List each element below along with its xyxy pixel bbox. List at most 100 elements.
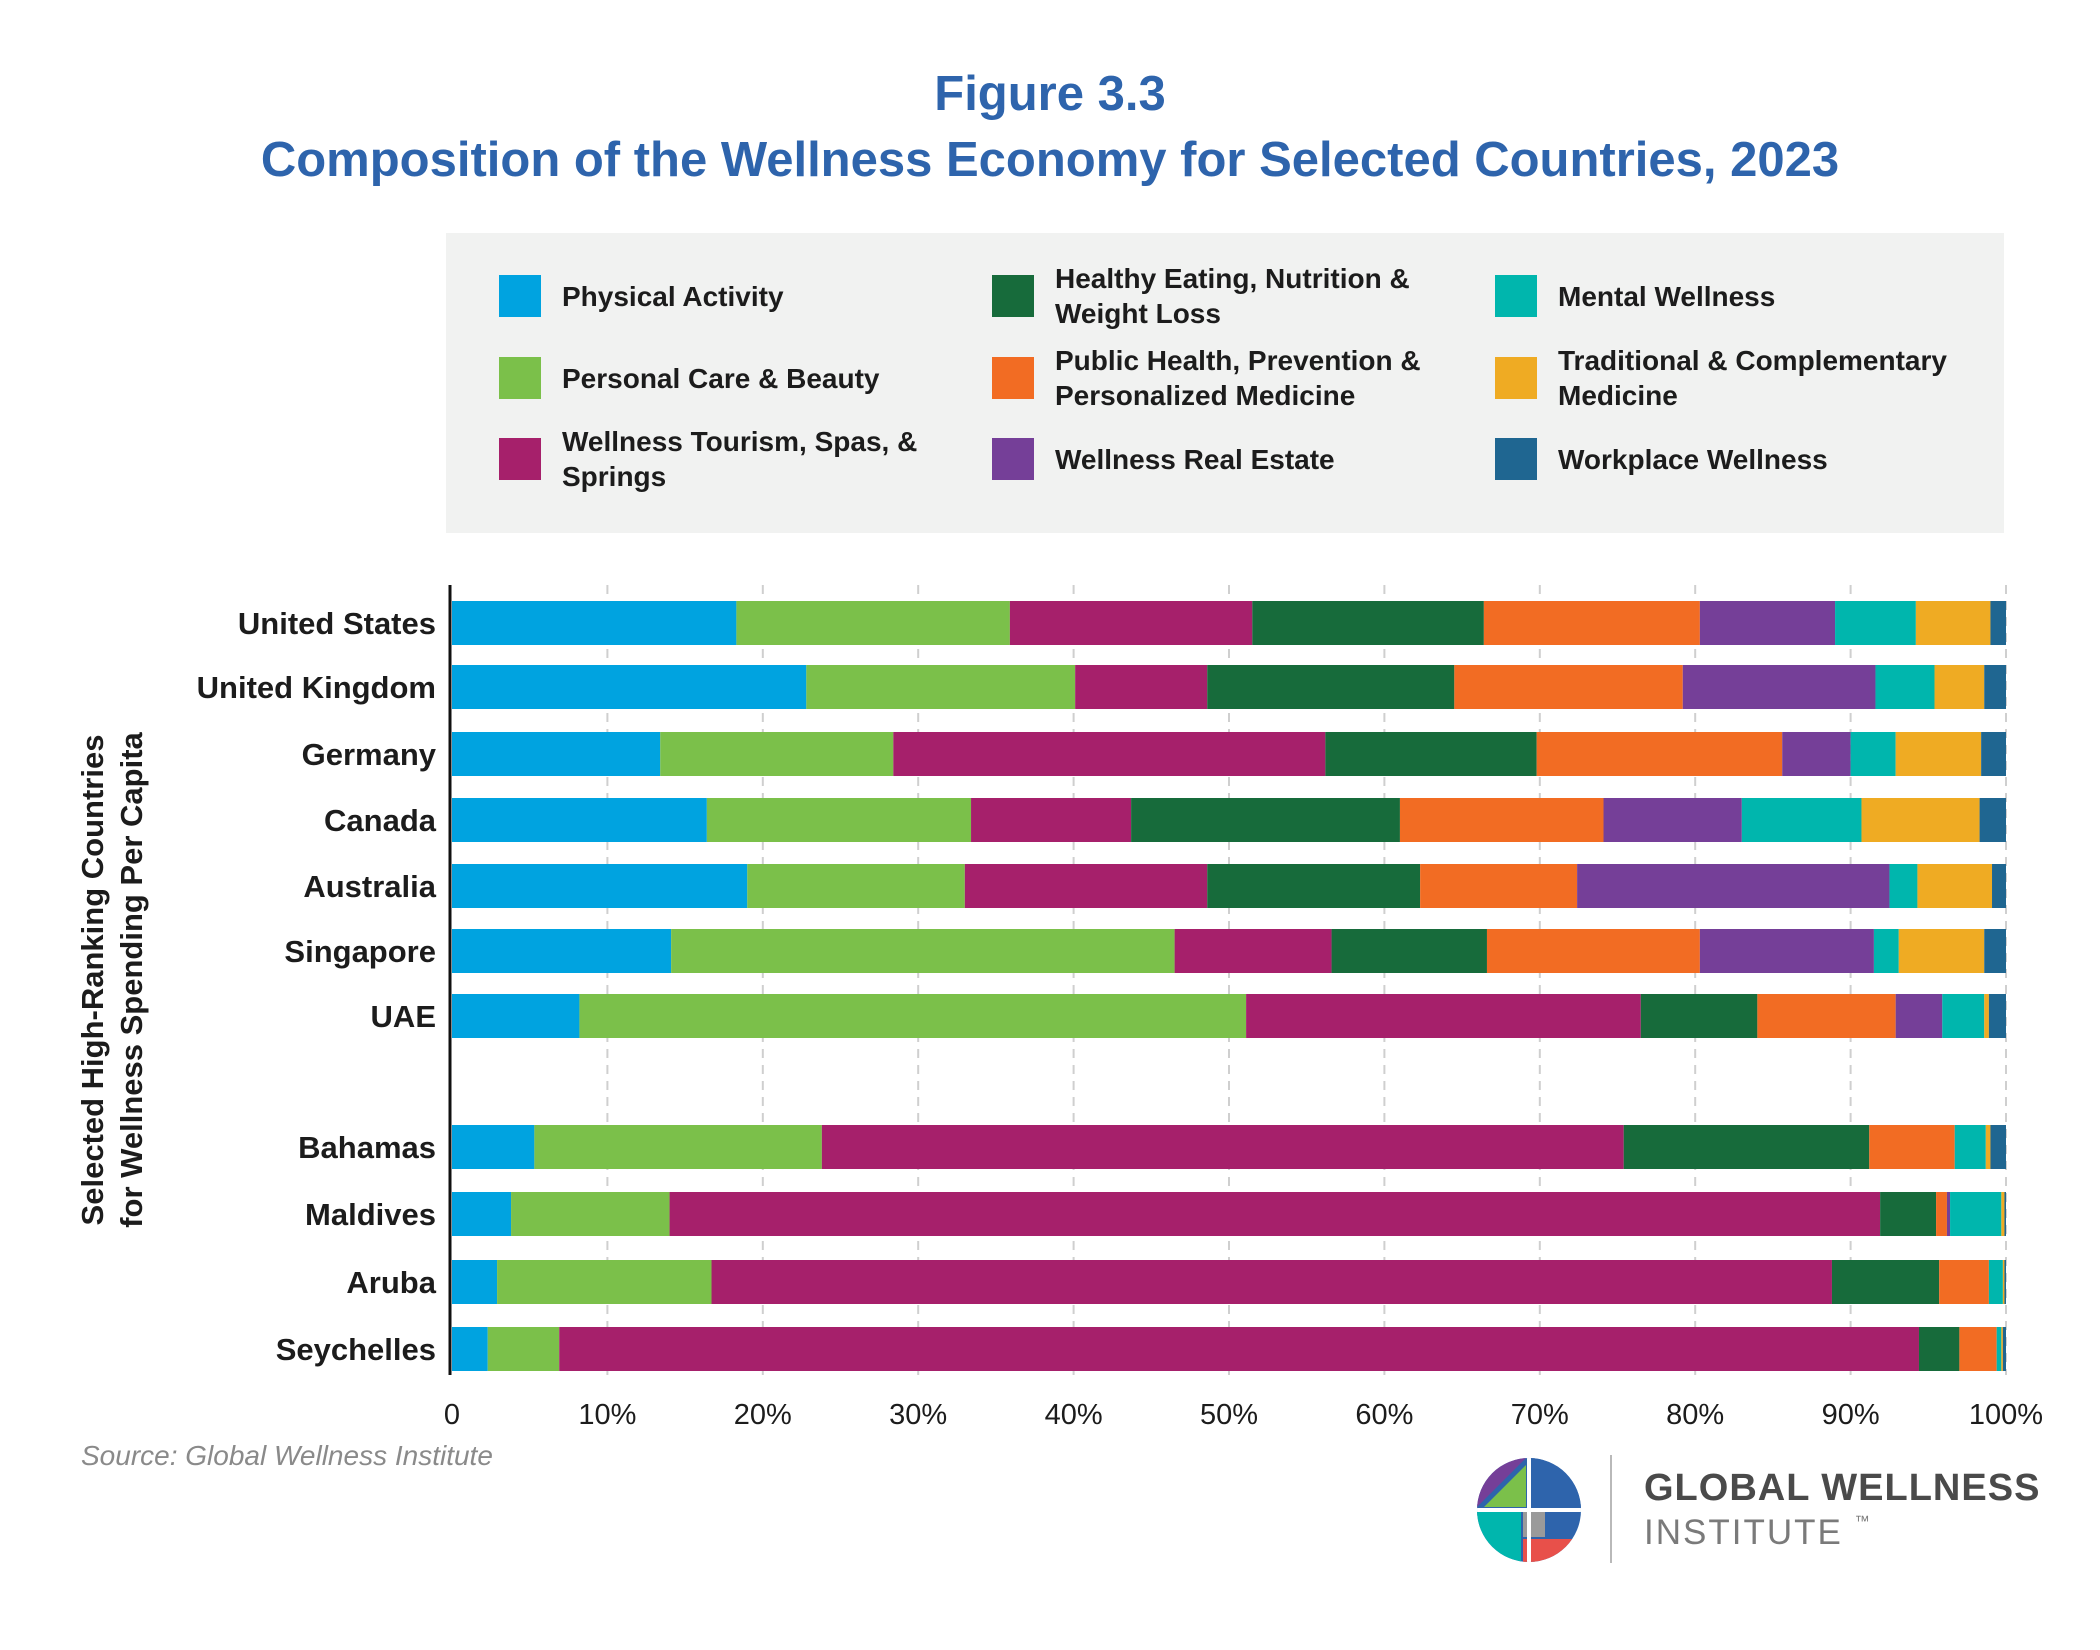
bar-segment (452, 1125, 535, 1169)
bar-segment (1454, 665, 1683, 709)
bar-segment (487, 1327, 560, 1371)
bar-segment (1996, 1327, 2002, 1371)
bar-segment (1207, 864, 1421, 908)
logo-trademark: ™ (1854, 1513, 1870, 1530)
bar-segment (893, 732, 1326, 776)
bar-segment (1131, 798, 1400, 842)
bar-segment (1990, 601, 2006, 645)
legend-label: Personal Care & Beauty (562, 362, 880, 394)
x-tick-label: 50% (1200, 1399, 1258, 1431)
bar-segment (1682, 665, 1876, 709)
bar-segment (806, 665, 1076, 709)
bar-segment (497, 1260, 712, 1304)
bar-segment (821, 1125, 1624, 1169)
bar-segment (2001, 1327, 2003, 1371)
bar-segment (1174, 929, 1332, 973)
bar-segment (1399, 798, 1604, 842)
bar-segment (1869, 1125, 1955, 1169)
bar-segment (1420, 864, 1578, 908)
legend-label: Wellness Tourism, Spas, & Springs (562, 426, 918, 492)
bar-segment (1981, 732, 2006, 776)
x-tick-label: 60% (1355, 1399, 1413, 1431)
x-tick-label: 20% (734, 1399, 792, 1431)
logo-wordmark-line1: GLOBAL WELLNESS (1644, 1467, 2041, 1509)
bar-segment (1984, 994, 1989, 1038)
x-tick-label: 10% (578, 1399, 636, 1431)
legend-swatch (1495, 438, 1537, 480)
bar-segment (1325, 732, 1537, 776)
bar-segment (1959, 1327, 1997, 1371)
bar-segment (1936, 1192, 1947, 1236)
x-tick-label: 70% (1511, 1399, 1569, 1431)
legend-swatch (499, 438, 541, 480)
bar-segment (971, 798, 1132, 842)
legend-label: Mental Wellness (1558, 280, 1776, 312)
bar-segment (747, 864, 965, 908)
bar-segment (711, 1260, 1832, 1304)
gwi-emblem-icon (1477, 1458, 1581, 1562)
legend-swatch (992, 357, 1034, 399)
category-label: Bahamas (298, 1130, 436, 1165)
bar-segment (1009, 601, 1253, 645)
bar-segment (1252, 601, 1484, 645)
bar-segment (452, 864, 748, 908)
legend-label: Wellness Real Estate (1055, 443, 1335, 475)
bar-segment (706, 798, 972, 842)
y-axis-title-line2: for Wellness Spending Per Capita (114, 731, 149, 1227)
bar-segment (1640, 994, 1758, 1038)
bar-segment (1990, 1125, 2006, 1169)
legend-swatch (992, 438, 1034, 480)
bar-segment (1954, 1125, 1986, 1169)
bar-segment (452, 732, 661, 776)
bar-segment (1895, 732, 1982, 776)
bar-segment (2004, 1192, 2006, 1236)
bar-segment (1603, 798, 1742, 842)
legend-swatch (499, 357, 541, 399)
bar-segment (1915, 601, 1991, 645)
bar-segment (452, 1192, 512, 1236)
bar-segment (1950, 1192, 2002, 1236)
x-tick-label: 90% (1822, 1399, 1880, 1431)
x-tick-label: 0 (444, 1399, 460, 1431)
bar-segment (1918, 1327, 1960, 1371)
bar-segment (1741, 798, 1862, 842)
bar-segment (1942, 994, 1985, 1038)
bar-segment (1861, 798, 1980, 842)
category-label: United Kingdom (197, 670, 436, 705)
bar-segment (1831, 1260, 1940, 1304)
bar-segment (1988, 1260, 2003, 1304)
logo-divider (1610, 1455, 1612, 1563)
bar-segment (671, 929, 1175, 973)
bar-segment (1875, 665, 1935, 709)
legend-label: Physical Activity (562, 280, 784, 312)
gwi-logo: GLOBAL WELLNESS INSTITUTE ™ (1474, 1455, 2039, 1565)
legend-label: Traditional & Complementary Medicine (1558, 345, 1947, 411)
legend-swatch (1495, 275, 1537, 317)
logo-wordmark-line2: INSTITUTE ™ (1644, 1513, 1870, 1553)
x-tick-label: 100% (1969, 1399, 2043, 1431)
bar-segment (1946, 1192, 1951, 1236)
bar-segment (1939, 1260, 1989, 1304)
category-label: Aruba (346, 1265, 436, 1300)
legend-swatch (1495, 357, 1537, 399)
figure-number: Figure 3.3 (934, 67, 1166, 121)
bar-segment (1895, 994, 1943, 1038)
bar-segment (2004, 1260, 2006, 1304)
x-tick-label: 80% (1666, 1399, 1724, 1431)
category-label: UAE (371, 999, 436, 1034)
legend-label: Workplace Wellness (1558, 443, 1828, 475)
bar-segment (1889, 864, 1918, 908)
bar-segment (1835, 601, 1916, 645)
legend-swatch (992, 275, 1034, 317)
bar-segment (1623, 1125, 1870, 1169)
bar-segment (534, 1125, 822, 1169)
category-label: Australia (303, 869, 436, 904)
bar-segment (1577, 864, 1890, 908)
bar-segment (2001, 1192, 2005, 1236)
bar-segment (736, 601, 1010, 645)
bar-segment (1699, 601, 1836, 645)
bar-segment (1934, 665, 1985, 709)
bar-segment (1536, 732, 1783, 776)
bar-segment (452, 798, 707, 842)
